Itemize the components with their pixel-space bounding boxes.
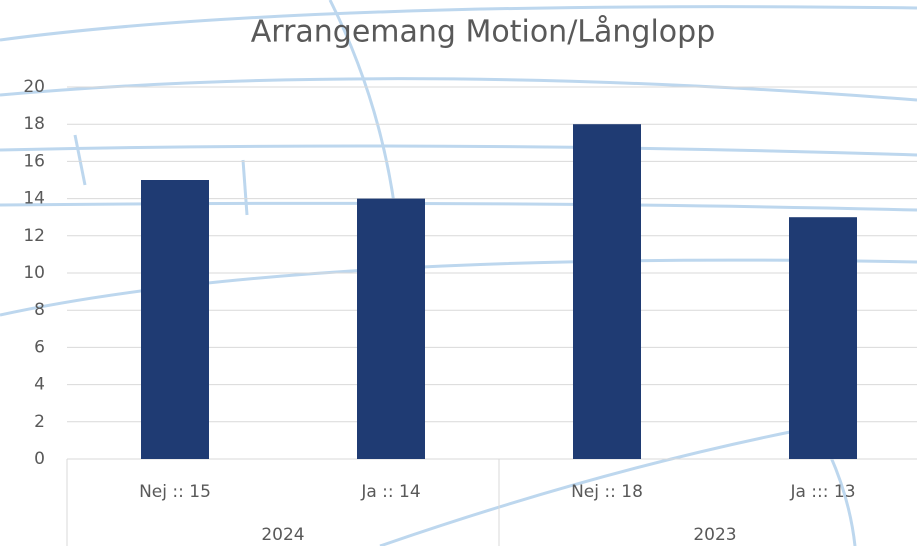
x-tick-label: Ja :: 14: [360, 482, 420, 502]
x-tick-label: Nej :: 18: [571, 482, 643, 502]
y-tick-label: 8: [34, 300, 45, 320]
y-tick-label: 0: [34, 449, 45, 469]
chart-title: Arrangemang Motion/Långlopp: [251, 15, 716, 50]
y-tick-label: 6: [34, 337, 45, 357]
bar: [789, 217, 857, 459]
group-label: 2024: [261, 525, 304, 545]
y-tick-label: 4: [34, 375, 45, 395]
bar: [141, 180, 209, 459]
bar: [573, 124, 641, 459]
y-tick-label: 12: [23, 226, 45, 246]
y-tick-label: 10: [23, 263, 45, 283]
bar: [357, 199, 425, 459]
group-label: 2023: [693, 525, 736, 545]
x-tick-label: Nej :: 15: [139, 482, 211, 502]
chart: Arrangemang Motion/Långlopp 0 2 4 6 8 10 12 14 1…: [0, 0, 917, 546]
y-tick-label: 2: [34, 412, 45, 432]
y-tick-label: 14: [23, 189, 45, 209]
y-tick-label: 20: [23, 77, 45, 97]
y-tick-label: 18: [23, 114, 45, 134]
x-tick-label: Ja ::: 13: [789, 482, 855, 502]
y-tick-label: 16: [23, 151, 45, 171]
